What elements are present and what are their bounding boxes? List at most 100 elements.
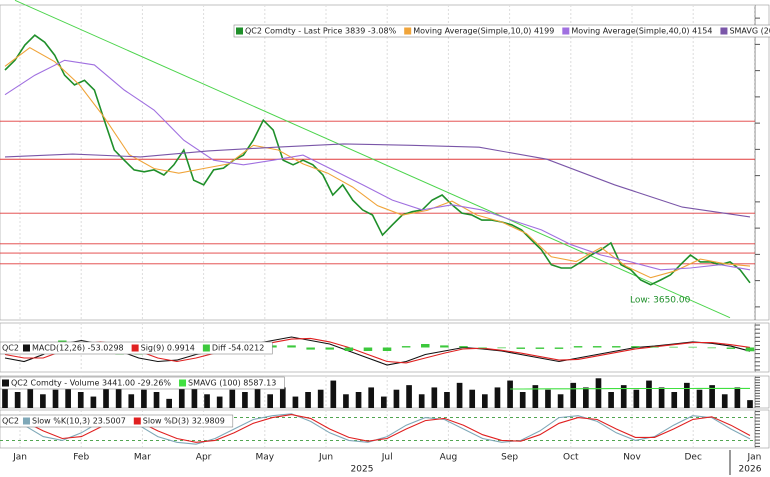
x-tick-label: Aug [440,453,458,463]
legend: QC2 MACD(12,26) -53.0298 Sig(9) 0.9914 Diff… [0,341,273,355]
x-tick-label: Dec [684,453,701,463]
bar [658,387,665,408]
panel-frame [0,322,770,373]
bar [745,347,755,352]
trend-line [14,0,731,319]
legend-swatch [133,417,141,425]
legend-swatch [131,344,139,352]
bar [497,347,506,349]
bar [646,380,652,408]
series-line [4,336,751,366]
bar [545,389,551,408]
bar [456,382,463,408]
legend-swatch [22,417,30,425]
legend-entry: SMAVG (200) on Close 5256 [729,27,770,36]
legend-box [0,376,285,390]
x-tick-label: May [255,453,274,463]
x-tick-label: Nov [623,453,641,463]
x-tick-label: Jul [381,453,393,463]
legend-entry: QC2 Comdty - Volume 3441.00 -29.26% [11,379,171,388]
series-line [510,387,750,390]
legend-entry: QC2 Comdty - Last Price 3839 -3.08% [245,27,397,36]
bar [191,382,198,408]
bar [406,385,412,408]
legend-swatch [404,27,412,35]
bar [166,398,172,408]
bar [570,382,577,408]
bar [726,347,736,349]
bar [696,389,703,408]
bar [103,387,109,408]
series-line [4,59,751,271]
x-tick-label: Apr [196,453,212,463]
legend: QC2 Comdty - Volume 3441.00 -29.26% SMAVG… [0,376,285,390]
bar [216,396,223,408]
bar [401,346,411,348]
bar [557,394,564,408]
panel-frame [0,409,770,449]
bar [684,382,690,408]
x-tick-label: Sep [501,453,518,463]
bar [669,346,678,348]
bar [592,346,602,348]
legend-entry: Slow %D(3) 32.9809 [143,417,225,426]
bar [507,380,513,408]
legend-label: QC2 [2,417,19,426]
bar [516,347,526,349]
year-label: 2026 [739,465,762,475]
bar [292,396,299,408]
bar [343,394,349,408]
x-tick-label: Mar [134,453,151,463]
bar [620,385,627,408]
bar [431,387,438,408]
bar [440,345,449,348]
x-tick-label: Jan [746,453,761,463]
bar [330,380,337,408]
bar [2,387,8,408]
bar [554,347,564,349]
bar [535,347,545,349]
legend-box [233,24,770,38]
x-tick-label: Jan [12,453,27,463]
bar [254,385,261,408]
bar [229,389,236,408]
bar [65,380,71,408]
bar [317,389,324,408]
bar [519,392,526,408]
bar [709,385,715,408]
bar [444,392,450,408]
bar [27,382,34,408]
legend-swatch [236,27,243,35]
legend: QC2 Comdty - Last Price 3839 -3.08% Movin… [233,24,770,38]
x-tick-label: Feb [73,453,89,463]
bar [115,385,122,408]
bar [631,346,640,348]
bar [153,392,160,408]
legend-swatch [562,27,570,35]
bar [279,387,286,408]
bar [344,347,354,351]
bar [583,387,589,408]
bar [612,346,621,348]
bar [734,387,741,408]
bar [671,392,678,408]
panel-frame [0,4,770,321]
legend-entry: SMAVG (100) 8587.13 [188,379,276,388]
bar [382,347,392,351]
bar [90,396,97,408]
bar [355,392,362,408]
bar [306,347,315,350]
legend-swatch [202,344,210,352]
legend-box [0,414,234,428]
series-line [4,34,751,286]
legend: QC2 Slow %K(10,3) 23.5007 Slow %D(3) 32.98… [0,414,234,428]
bar [204,394,210,408]
legend-swatch [720,27,728,35]
legend-entry: MACD(12,26) -53.0298 [32,344,124,353]
bar [287,345,296,348]
bar [459,346,468,348]
legend-entry: Sig(9) 0.9914 [141,344,195,353]
bar [494,387,501,408]
legend-entry: Slow %K(10,3) 23.5007 [32,417,126,426]
